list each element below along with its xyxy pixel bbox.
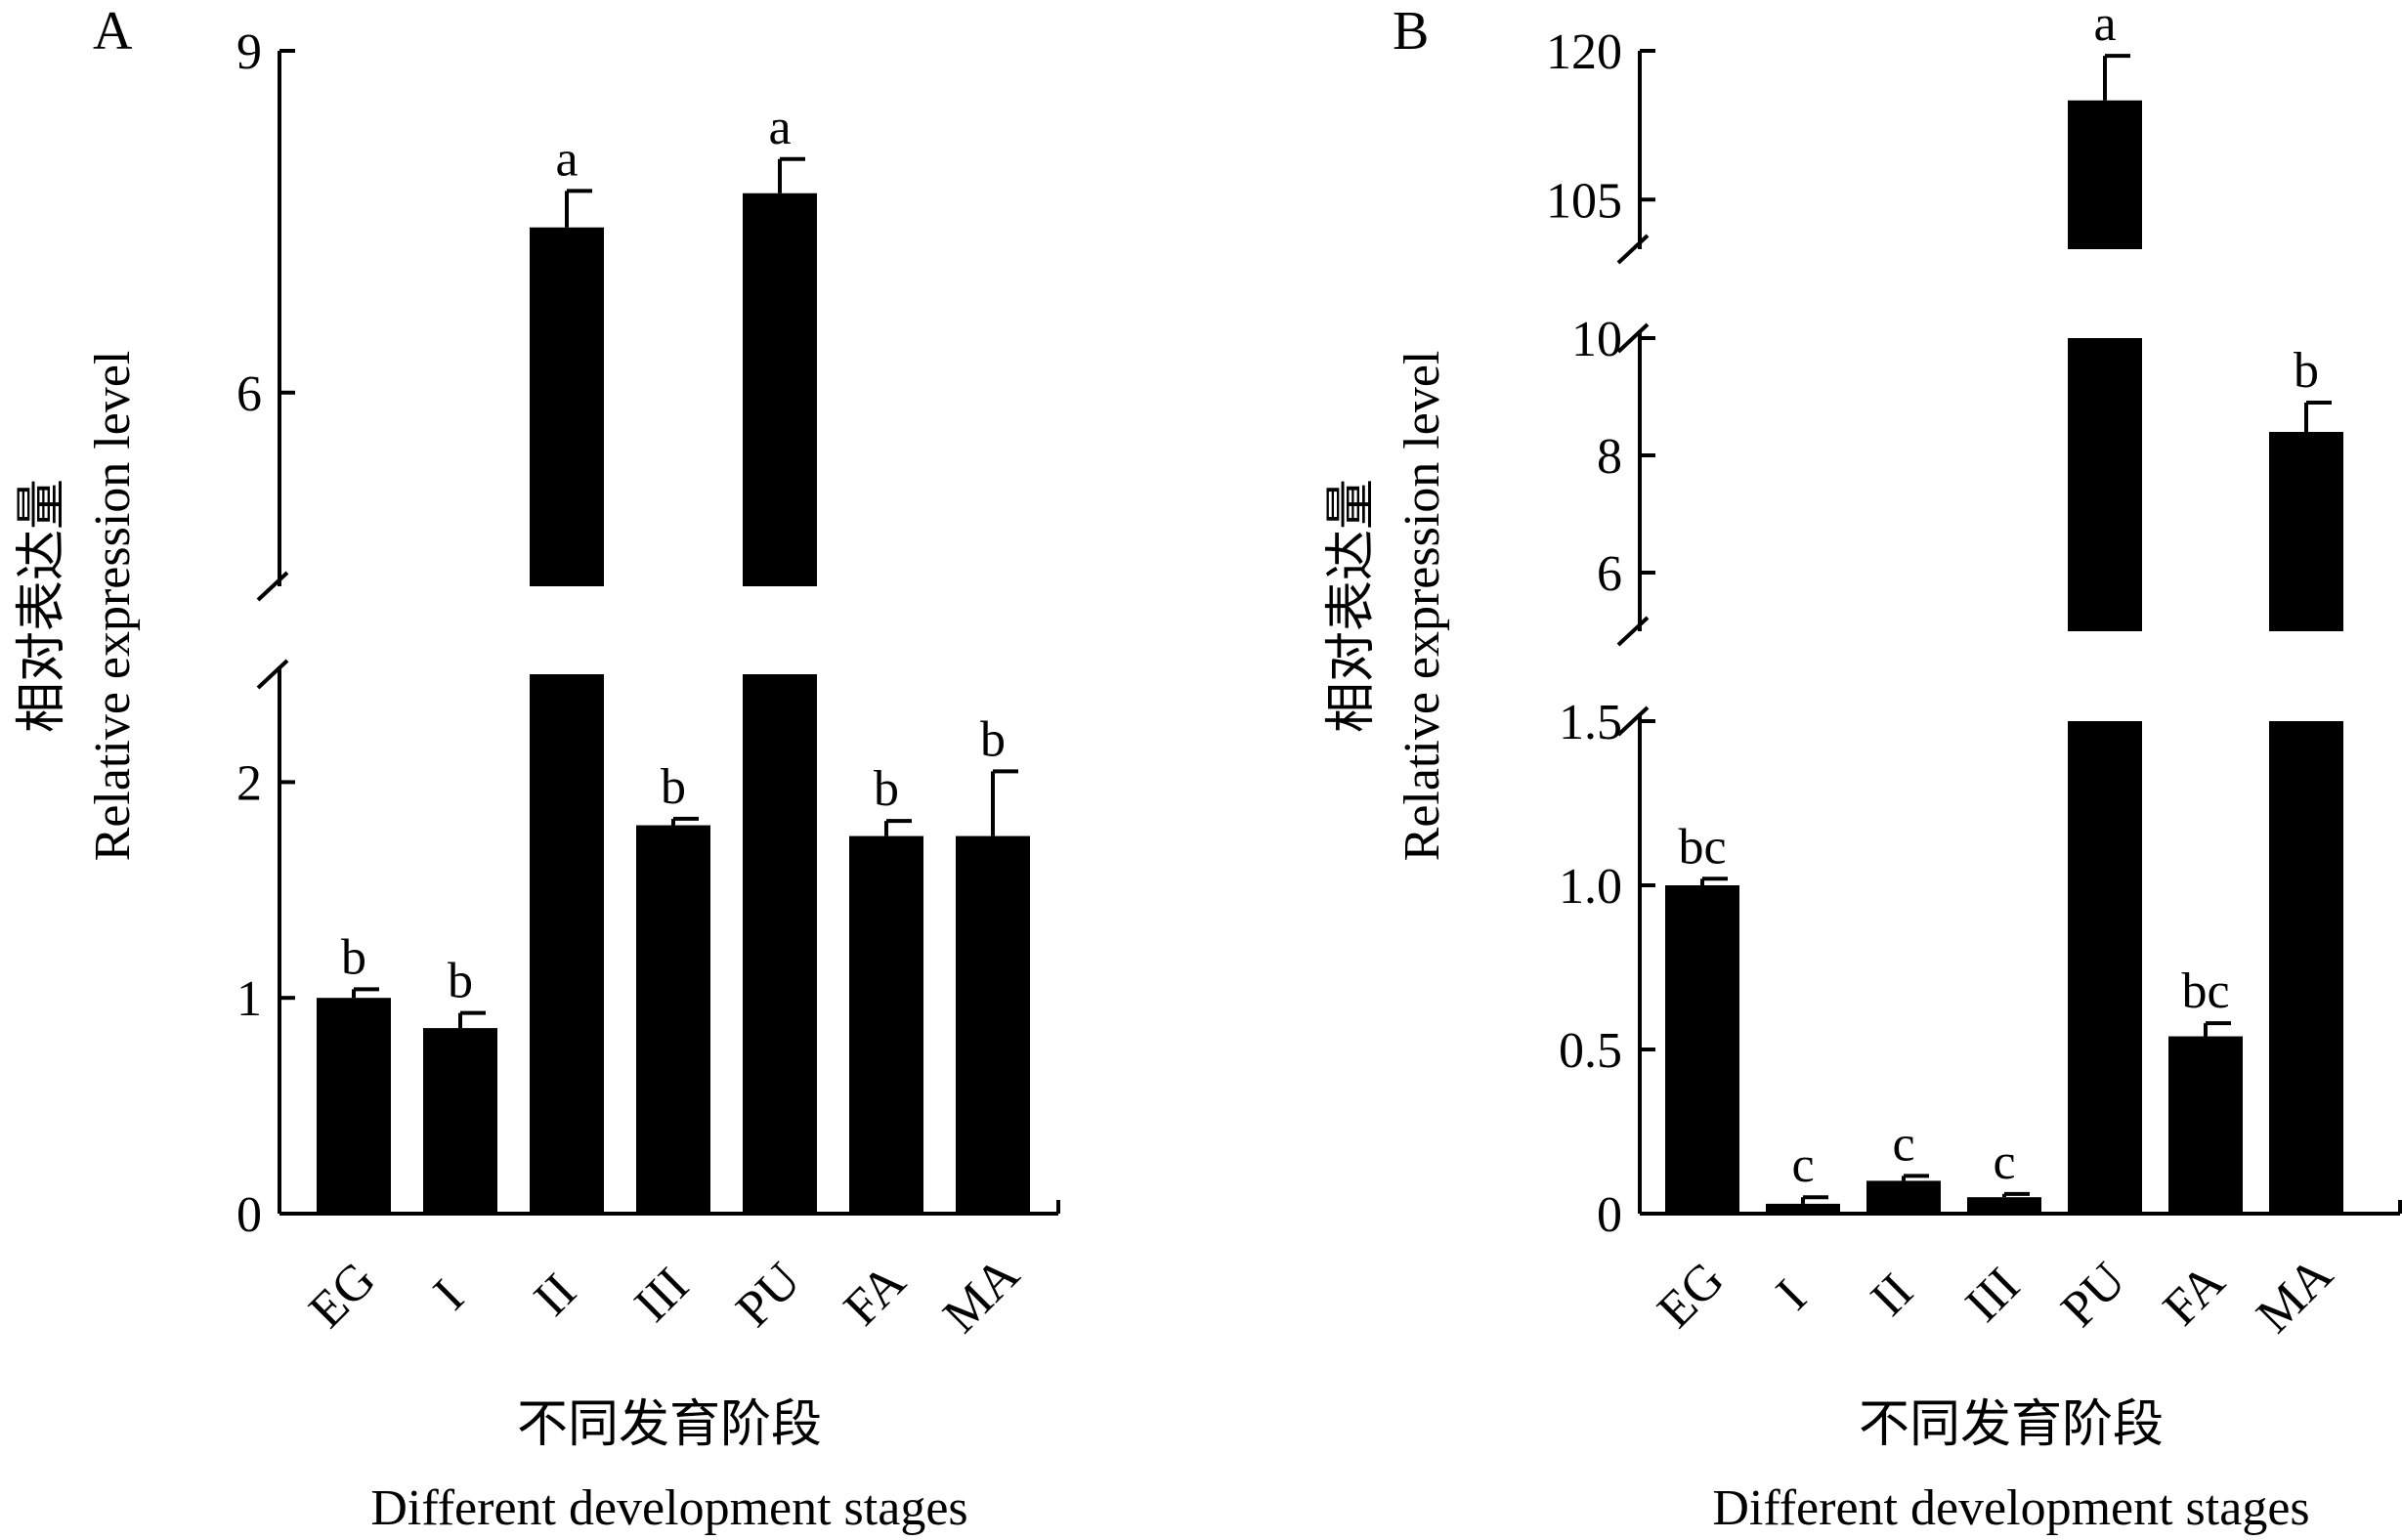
b-y-tick-label: 0 [1597,1187,1622,1243]
panel-b-label: B [1393,1,1429,62]
b-axis-break-mark [1616,322,1650,354]
b-sig-III: c [1993,1134,2015,1190]
a-x-tick-label-I: I [423,1269,475,1321]
b-bar-III [1967,1197,2041,1214]
panel-a-xlabel-cn: 不同发育阶段 [517,1397,822,1453]
a-sig-MA: b [980,711,1006,767]
a-sig-EG: b [341,929,366,985]
a-bar-II [530,674,604,1214]
a-bar-FA [849,835,923,1214]
a-y-tick-label: 2 [236,755,262,811]
a-bar-PU [743,674,817,1214]
b-y-tick-label: 6 [1597,546,1622,602]
a-x-tick-label-III: III [624,1258,700,1333]
panel-b-ylabel-cn: 相对表达量 [1324,479,1380,733]
a-bar-EG [317,998,391,1214]
b-y-tick-label: 8 [1597,429,1622,485]
b-bar-II [1866,1180,1941,1214]
b-bar-I [1766,1203,1840,1214]
b-x-tick-label-I: I [1766,1269,1818,1321]
b-y-tick-label: 0.5 [1559,1023,1622,1079]
a-x-tick-label-II: II [524,1263,587,1327]
a-x-tick-label-EG: EG [299,1252,386,1339]
a-axis-break-mark [256,571,289,602]
panel-a-label: A [93,1,133,62]
panel-b-chart: 0 0.5 1.0 1.5 6 8 10 105 120 bc EG c Ic II c III a PU bc FA… [1546,0,2402,1344]
b-bar-EG [1665,885,1739,1214]
b-bar-PU [2068,721,2142,1214]
b-sig-FA: bc [2181,963,2229,1019]
a-x-tick-label-FA: FA [834,1254,917,1337]
b-bar-MA-upper1 [2269,432,2343,631]
a-sig-PU: a [768,100,791,155]
a-y-tick-label: 0 [236,1187,262,1243]
b-sig-EG: bc [1678,819,1726,875]
b-bar-FA [2168,1036,2243,1214]
a-bar-II-upper1 [530,227,604,587]
panel-a-ylabel-cn: 相对表达量 [15,479,70,733]
b-x-tick-label-PU: PU [2051,1253,2136,1338]
a-x-tick-label-PU: PU [726,1253,811,1338]
b-bar-MA [2269,721,2343,1214]
a-sig-FA: b [874,761,899,817]
panel-a-ylabel-en: Relative expression level [85,351,141,862]
panel-b-ylabel-en: Relative expression level [1394,351,1450,862]
b-y-tick-label: 10 [1571,312,1622,367]
b-axis-break-mark [1616,616,1650,647]
a-bar-I [423,1028,497,1214]
a-sig-I: b [448,954,473,1009]
b-sig-I: c [1791,1137,1814,1193]
b-x-tick-label-II: II [1861,1263,1924,1327]
b-bar-PU-upper1 [2068,338,2142,631]
b-x-tick-label-MA: MA [2247,1246,2344,1344]
a-bar-III [636,825,710,1214]
a-bar-MA [956,835,1030,1214]
b-y-tick-label: 1.5 [1559,695,1622,750]
b-axis-break-mark [1616,234,1650,265]
b-x-tick-label-FA: FA [2153,1254,2236,1337]
b-x-tick-label-III: III [1955,1258,2031,1333]
a-y-tick-label: 9 [236,24,262,80]
b-sig-II: c [1892,1116,1914,1172]
a-y-tick-label: 6 [236,366,262,422]
a-x-tick-label-MA: MA [933,1246,1031,1344]
a-bar-PU-upper1 [743,192,817,586]
b-sig-PU: a [2093,0,2116,52]
panel-a-chart: 0 1 2 6 9 b EG b Ia II b III a PU b FA b MA [236,24,1060,1344]
b-x-tick-label-EG: EG [1648,1252,1735,1339]
b-y-tick-label: 105 [1546,173,1622,229]
panel-b-xlabel-en: Different development stages [1712,1480,2309,1536]
b-y-tick-label: 1.0 [1559,859,1622,915]
b-axis-break-mark [1616,706,1650,737]
b-y-tick-label: 120 [1546,24,1622,80]
a-y-tick-label: 1 [236,971,262,1027]
a-sig-II: a [555,131,578,187]
b-sig-MA: b [2294,343,2319,399]
b-bar-PU-upper2 [2068,100,2142,249]
panel-a-xlabel-en: Different development stages [370,1480,967,1536]
a-axis-break-mark [256,659,289,690]
a-sig-III: b [661,759,686,815]
panel-b-xlabel-cn: 不同发育阶段 [1859,1397,2164,1453]
